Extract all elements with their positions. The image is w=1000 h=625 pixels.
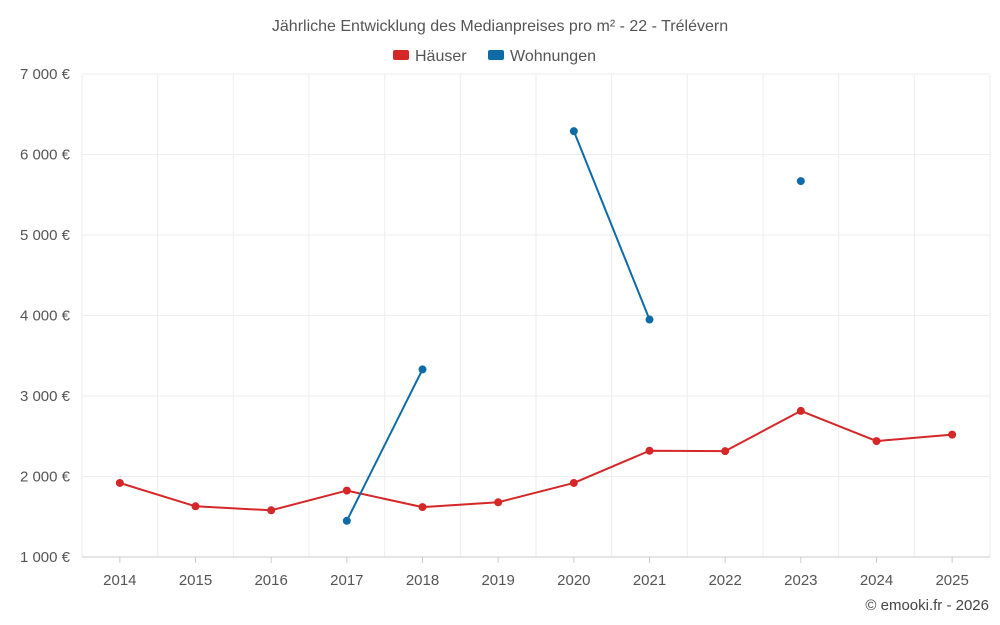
x-tick-label: 2019 — [481, 572, 514, 589]
data-point-haeuser[interactable] — [494, 498, 503, 507]
credit-text: © emooki.fr - 2026 — [865, 597, 989, 614]
x-tick-label: 2023 — [784, 572, 817, 589]
data-point-haeuser[interactable] — [342, 486, 351, 495]
data-point-haeuser[interactable] — [796, 406, 805, 415]
data-point-haeuser[interactable] — [721, 447, 730, 456]
legend-label-haeuser: Häuser — [415, 48, 467, 65]
legend-item-haeuser[interactable]: Häuser — [393, 48, 467, 65]
y-axis: 1 000 € 2 000 € 3 000 € 4 000 € 5 000 € 6 000… — [20, 66, 71, 566]
x-tick-label: 2022 — [708, 572, 741, 589]
y-tick-label: 2 000 € — [20, 469, 71, 486]
data-point-haeuser[interactable] — [267, 506, 276, 515]
x-tick-label: 2025 — [935, 572, 968, 589]
legend: Häuser Wohnungen — [393, 48, 596, 65]
series-haeuser — [115, 406, 957, 515]
y-tick-label: 4 000 € — [20, 308, 71, 325]
x-tick-label: 2024 — [860, 572, 893, 589]
y-tick-label: 7 000 € — [20, 66, 71, 83]
y-tick-label: 6 000 € — [20, 147, 71, 164]
data-point-haeuser[interactable] — [569, 478, 578, 487]
data-point-wohnungen[interactable] — [645, 315, 654, 324]
data-point-wohnungen[interactable] — [796, 177, 805, 186]
x-tick-label: 2018 — [406, 572, 439, 589]
x-tick-label: 2017 — [330, 572, 363, 589]
data-point-wohnungen[interactable] — [418, 365, 427, 374]
data-point-haeuser[interactable] — [418, 503, 427, 512]
x-tick-label: 2016 — [254, 572, 287, 589]
series — [115, 127, 957, 525]
series-line-haeuser — [119, 409, 953, 512]
data-point-haeuser[interactable] — [872, 437, 881, 446]
x-tick-label: 2021 — [633, 572, 666, 589]
legend-swatch-wohnungen — [488, 50, 504, 60]
data-point-haeuser[interactable] — [115, 478, 124, 487]
y-tick-label: 5 000 € — [20, 227, 71, 244]
data-point-haeuser[interactable] — [948, 430, 957, 439]
legend-item-wohnungen[interactable]: Wohnungen — [488, 48, 596, 65]
legend-swatch-haeuser — [393, 50, 409, 60]
series-line-wohnungen — [345, 368, 424, 522]
data-point-wohnungen[interactable] — [569, 127, 578, 136]
y-tick-label: 1 000 € — [20, 549, 71, 566]
series-line-wohnungen — [572, 130, 651, 320]
legend-label-wohnungen: Wohnungen — [510, 48, 596, 65]
series-wohnungen — [342, 127, 805, 525]
x-tick-label: 2014 — [103, 572, 136, 589]
data-point-haeuser[interactable] — [191, 502, 200, 511]
x-tick-label: 2015 — [179, 572, 212, 589]
chart-title: Jährliche Entwicklung des Medianpreises … — [272, 18, 728, 35]
y-tick-label: 3 000 € — [20, 388, 71, 405]
data-point-wohnungen[interactable] — [342, 516, 351, 525]
x-tick-label: 2020 — [557, 572, 590, 589]
data-point-haeuser[interactable] — [645, 446, 654, 455]
grid — [81, 73, 991, 558]
x-axis: 2014 2015 2016 2017 2018 2019 2020 2021 2022 2023… — [82, 556, 990, 589]
